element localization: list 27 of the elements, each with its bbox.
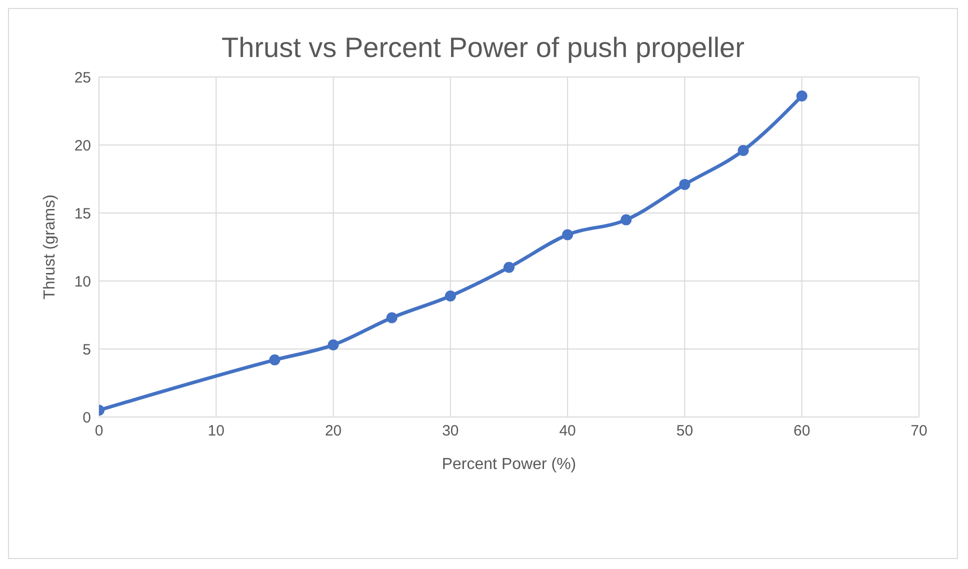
y-tick-label: 15 (74, 205, 91, 222)
x-tick-label: 30 (442, 422, 459, 440)
point (679, 178, 690, 190)
y-axis-title: Thrust (grams) (42, 194, 59, 300)
point (796, 90, 808, 102)
point (269, 354, 280, 366)
x-tick-label: 60 (794, 422, 810, 440)
chart-title: Thrust vs Percent Power of push propeller (220, 31, 746, 65)
x-tick-label: 10 (208, 422, 224, 440)
point (444, 290, 456, 302)
point (504, 262, 514, 273)
y-tick-label: 20 (74, 137, 91, 154)
x-axis-title: Percent Power (%) (442, 456, 576, 473)
y-tick-label: 5 (82, 341, 91, 358)
point (386, 312, 398, 324)
x-tick-label: 20 (324, 422, 342, 440)
x-tick-label: 70 (910, 422, 928, 440)
x-tick-label: 50 (676, 422, 694, 440)
y-tick-label: 10 (74, 273, 91, 290)
point (328, 339, 339, 350)
y-tick-label: 0 (82, 409, 91, 426)
point (738, 144, 749, 156)
x-tick-label: 40 (559, 422, 576, 440)
point (620, 214, 632, 226)
x-tick-label: 0 (94, 422, 104, 440)
y-tick-label: 25 (74, 69, 91, 86)
point (562, 229, 574, 240)
